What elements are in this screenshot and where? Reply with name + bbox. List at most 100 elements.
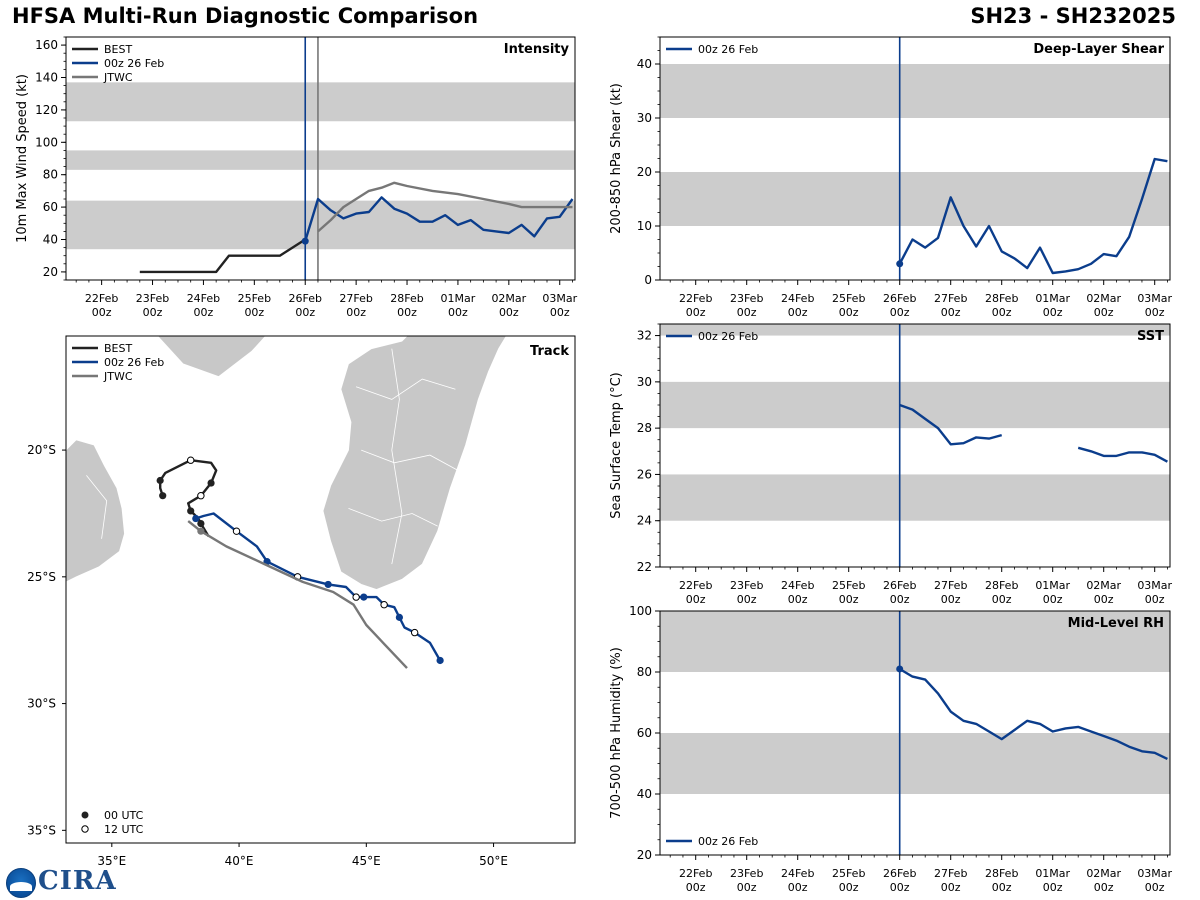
map-border-3: [391, 348, 403, 565]
intensity-xtick-hour-9: 00z: [550, 306, 570, 319]
sst-band-0: [660, 474, 1170, 521]
map-border-2: [348, 508, 438, 527]
track-point-12utc: [187, 456, 195, 464]
track-point-00utc: [436, 656, 444, 665]
rh-xtick-hour-4: 00z: [890, 881, 910, 894]
sst-xtick-hour-5: 00z: [941, 593, 961, 606]
intensity-xtick-date-0: 22Feb: [85, 292, 118, 305]
shear-title: Deep-Layer Shear: [1033, 42, 1164, 57]
shear-xtick-hour-6: 00z: [992, 306, 1012, 319]
intensity-ytick-label-7: 160: [35, 38, 58, 52]
sst-panel: 22242628303222Feb00z23Feb00z24Feb00z25Fe…: [609, 323, 1173, 606]
intensity-ytick-label-3: 80: [43, 168, 58, 182]
rh-xtick-date-4: 26Feb: [883, 867, 916, 880]
track-point-12utc: [410, 628, 419, 637]
rh-ytick-label-3: 80: [637, 665, 652, 679]
sst-ytick-label-2: 26: [637, 467, 652, 481]
intensity-ytick-label-2: 60: [43, 200, 58, 214]
track-point-00utc: [187, 507, 195, 515]
rh-xtick-date-0: 22Feb: [679, 867, 712, 880]
madagascar-land: [322, 336, 507, 590]
shear-xtick-date-9: 03Mar: [1137, 292, 1172, 305]
intensity-xtick-date-4: 26Feb: [288, 292, 321, 305]
shear-xtick-hour-3: 00z: [839, 306, 859, 319]
intensity-xtick-date-3: 25Feb: [238, 292, 271, 305]
sst-xtick-hour-1: 00z: [737, 593, 757, 606]
shear-xtick-hour-0: 00z: [686, 306, 706, 319]
intensity-ytick-label-6: 140: [35, 71, 58, 85]
map-border-0: [355, 378, 456, 400]
rh-ytick-label-1: 40: [637, 787, 652, 801]
intensity-xtick-hour-1: 00z: [143, 306, 163, 319]
sst-xtick-hour-7: 00z: [1043, 593, 1063, 606]
track-legend-label-2: JTWC: [103, 370, 133, 383]
marker-legend-12utc: [81, 825, 89, 833]
shear-ytick-label-2: 20: [637, 165, 652, 179]
sst-ytick-label-5: 32: [637, 329, 652, 343]
track-title: Track: [530, 344, 569, 359]
sst-xtick-hour-0: 00z: [686, 593, 706, 606]
shear-band-1: [660, 64, 1170, 118]
sst-xtick-date-4: 26Feb: [883, 579, 916, 592]
track-point-12utc: [352, 593, 360, 601]
rh-panel: 2040608010022Feb00z23Feb00z24Feb00z25Feb…: [609, 604, 1173, 894]
rh-xtick-hour-0: 00z: [686, 881, 706, 894]
shear-ytick-label-0: 0: [644, 273, 652, 287]
track-point-00utc: [207, 479, 215, 487]
shear-series-0: [898, 157, 1168, 275]
track-ytick-label-1: 25°S: [27, 570, 56, 584]
sst-ylabel: Sea Surface Temp (°C): [609, 372, 624, 519]
track-ytick-label-0: 20°S: [27, 443, 56, 457]
rh-title: Mid-Level RH: [1068, 616, 1164, 631]
intensity-xtick-date-9: 03Mar: [542, 292, 577, 305]
map-border-4: [86, 475, 108, 539]
rh-ytick-label-0: 20: [637, 848, 652, 862]
sst-ytick-label-4: 30: [637, 375, 652, 389]
intensity-series-2: [317, 181, 573, 233]
sst-xtick-date-6: 28Feb: [985, 579, 1018, 592]
track-line-2: [187, 520, 408, 669]
rh-band-1: [660, 611, 1170, 672]
intensity-xtick-hour-4: 00z: [295, 306, 315, 319]
track-line-1: [195, 512, 442, 662]
intensity-xtick-hour-6: 00z: [397, 306, 417, 319]
sst-ytick-label-3: 28: [637, 421, 652, 435]
shear-xtick-hour-4: 00z: [890, 306, 910, 319]
mozambique-land: [66, 439, 125, 583]
rh-xtick-hour-2: 00z: [788, 881, 808, 894]
sst-xtick-date-7: 01Mar: [1035, 579, 1070, 592]
sst-xtick-hour-8: 00z: [1094, 593, 1114, 606]
rh-xtick-hour-6: 00z: [992, 881, 1012, 894]
shear-xtick-hour-1: 00z: [737, 306, 757, 319]
intensity-xtick-date-5: 27Feb: [339, 292, 372, 305]
rh-xtick-date-6: 28Feb: [985, 867, 1018, 880]
shear-xtick-hour-5: 00z: [941, 306, 961, 319]
shear-ytick-label-4: 40: [637, 57, 652, 71]
rh-ytick-label-4: 100: [629, 604, 652, 618]
track-point-00utc: [159, 492, 167, 500]
rh-series-0: [899, 667, 1168, 760]
track-point-00utc: [192, 514, 200, 523]
map-border-1: [361, 449, 459, 471]
intensity-xtick-date-7: 01Mar: [441, 292, 476, 305]
track-point-00utc: [324, 580, 332, 589]
intensity-ylabel: 10m Max Wind Speed (kt): [15, 74, 30, 243]
intensity-xtick-date-1: 23Feb: [136, 292, 169, 305]
intensity-xtick-hour-3: 00z: [244, 306, 264, 319]
intensity-legend-label-0: BEST: [104, 43, 132, 56]
shear-init-point: [896, 260, 904, 268]
sst-xtick-date-1: 23Feb: [730, 579, 763, 592]
track-ytick-label-2: 30°S: [27, 697, 56, 711]
rh-xtick-date-8: 02Mar: [1086, 867, 1121, 880]
rh-xtick-date-1: 23Feb: [730, 867, 763, 880]
storm-id: SH23 - SH232025: [970, 4, 1176, 28]
sst-xtick-date-9: 03Mar: [1137, 579, 1172, 592]
rh-ytick-label-2: 60: [637, 726, 652, 740]
rh-xtick-date-7: 01Mar: [1035, 867, 1070, 880]
intensity-xtick-date-2: 24Feb: [187, 292, 220, 305]
rh-ylabel: 700-500 hPa Humidity (%): [609, 647, 624, 819]
marker-legend-label-1: 12 UTC: [104, 823, 144, 836]
track-xtick-label-1: 40°E: [225, 854, 254, 868]
track-xtick-label-2: 45°E: [352, 854, 381, 868]
